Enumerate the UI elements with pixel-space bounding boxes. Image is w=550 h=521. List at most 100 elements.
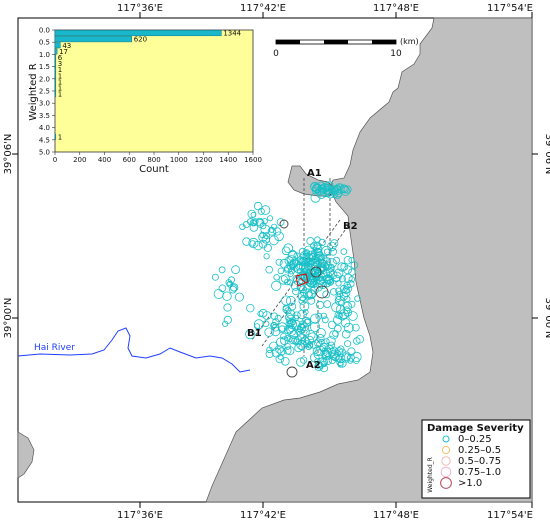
histogram-xtick-label: 200 (73, 156, 86, 164)
damage-point (334, 189, 343, 198)
damage-point (328, 350, 339, 360)
damage-point (211, 273, 219, 281)
damage-point (308, 257, 317, 266)
damage-point (316, 334, 325, 343)
damage-point-high (310, 266, 322, 278)
damage-point (249, 218, 258, 227)
damage-point (213, 288, 224, 299)
label-a2: A2 (306, 360, 321, 371)
damage-point (318, 338, 325, 345)
damage-point (325, 353, 332, 360)
damage-point (296, 282, 305, 291)
damage-point (290, 319, 301, 330)
damage-point (275, 258, 283, 266)
damage-point (339, 309, 349, 320)
damage-point (298, 261, 309, 272)
damage-point (314, 358, 321, 365)
damage-point (252, 218, 259, 225)
damage-point (305, 329, 316, 340)
damage-point (303, 262, 312, 271)
damage-point (352, 357, 360, 364)
damage-point (348, 268, 356, 276)
left-lat-1: 39°06'N (3, 134, 14, 175)
red-cluster (295, 273, 309, 287)
damage-point (326, 278, 334, 286)
scale-unit: (km) (400, 37, 419, 46)
damage-point (281, 295, 292, 306)
damage-point (253, 319, 264, 330)
damage-point (284, 334, 291, 342)
damage-point (302, 249, 309, 257)
damage-point (278, 275, 289, 285)
damage-point (348, 256, 355, 264)
damage-point (296, 357, 306, 367)
histogram-bar-label: 6 (58, 54, 63, 62)
damage-point (318, 187, 327, 195)
damage-point (348, 276, 355, 283)
legend-swatch (440, 466, 452, 478)
damage-point (309, 321, 321, 332)
damage-point (288, 325, 296, 333)
damage-point (338, 275, 346, 283)
damage-point (328, 356, 336, 364)
histogram-ytick-label: 4.5 (39, 136, 50, 144)
damage-point (274, 231, 284, 242)
histogram-bar-label: 1344 (223, 30, 241, 38)
damage-point (283, 243, 294, 254)
damage-point (332, 189, 342, 199)
damage-point (245, 329, 256, 340)
damage-point (315, 251, 324, 259)
damage-point (231, 265, 241, 275)
histogram-bar (54, 60, 57, 67)
legend-item-label: 0.25–0.5 (458, 445, 501, 456)
histogram-bar (54, 30, 222, 37)
damage-point (310, 192, 321, 203)
damage-point (284, 343, 292, 350)
damage-point (288, 302, 297, 311)
scale-seg-2 (324, 40, 348, 44)
damage-point (336, 358, 344, 366)
damage-point (312, 242, 321, 251)
damage-point (314, 236, 321, 243)
damage-point (301, 316, 312, 327)
damage-point (337, 345, 345, 353)
damage-point (260, 205, 271, 215)
damage-point (330, 288, 338, 296)
damage-point (335, 293, 342, 300)
damage-point (242, 220, 250, 228)
damage-point (267, 227, 276, 236)
right-lat-1: 39°06'N (543, 134, 550, 175)
damage-point (321, 316, 329, 324)
damage-point (320, 183, 327, 190)
damage-point (329, 247, 338, 256)
damage-point (258, 232, 268, 242)
histogram-xlabel: Count (139, 164, 169, 175)
histogram-xtick-label: 1400 (219, 156, 237, 164)
damage-point (280, 356, 290, 366)
damage-point-high (286, 366, 298, 378)
histogram-bar-label: 1 (58, 66, 62, 74)
histogram-ytick-label: 4.0 (39, 124, 50, 132)
damage-point (305, 344, 312, 351)
damage-point (324, 183, 332, 192)
damage-point (332, 330, 339, 337)
histogram-bar (54, 36, 132, 43)
damage-point (337, 311, 347, 321)
damage-point (248, 237, 259, 249)
histogram-xtick-label: 0 (53, 156, 57, 164)
land-coast (205, 17, 533, 503)
damage-point (350, 261, 359, 269)
damage-point-high (315, 285, 329, 299)
damage-point (309, 280, 318, 289)
histogram-ytick-label: 3.0 (39, 100, 50, 108)
damage-point (347, 347, 356, 356)
damage-point (341, 329, 351, 339)
histogram-bar-label: 620 (134, 36, 147, 44)
damage-point (284, 278, 291, 286)
damage-point (258, 239, 268, 249)
histogram-bar (54, 72, 57, 79)
damage-point (268, 235, 279, 246)
damage-point (274, 344, 284, 354)
damage-point (265, 349, 274, 358)
